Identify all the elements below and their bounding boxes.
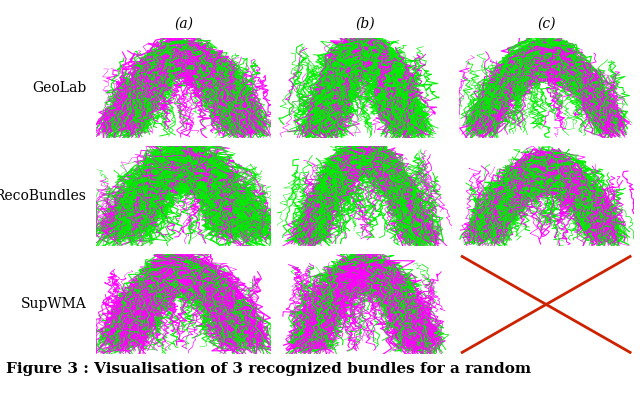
Text: SupWMA: SupWMA	[20, 297, 86, 311]
Text: (b): (b)	[355, 16, 374, 30]
Text: Figure 3 : Visualisation of 3 recognized bundles for a random: Figure 3 : Visualisation of 3 recognized…	[6, 362, 532, 377]
Text: (c): (c)	[537, 16, 556, 30]
Text: (a): (a)	[174, 16, 193, 30]
Text: GeoLab: GeoLab	[32, 81, 86, 96]
Text: RecoBundles: RecoBundles	[0, 190, 86, 203]
